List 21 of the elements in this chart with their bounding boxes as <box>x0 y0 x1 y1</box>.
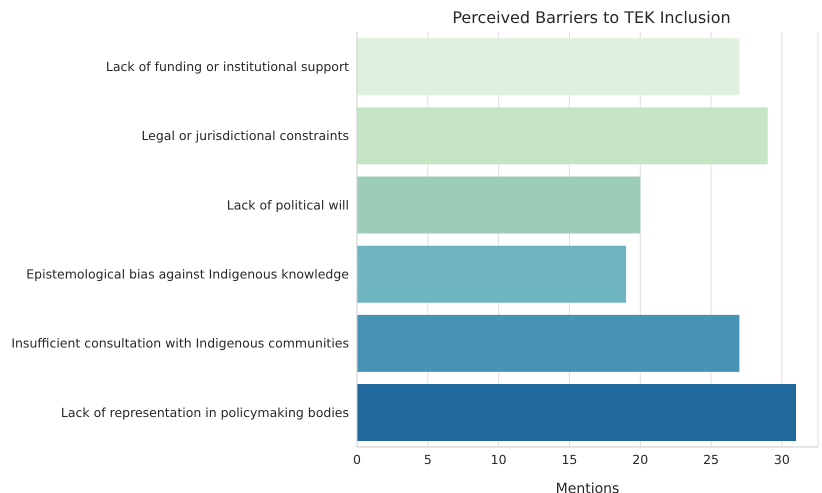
y-tick-label: Lack of representation in policymaking bodies <box>60 404 349 420</box>
x-tick-label: 20 <box>632 452 648 467</box>
bar <box>357 107 768 164</box>
bar <box>357 314 740 372</box>
x-tick-label: 10 <box>490 452 507 467</box>
x-tick-label: 5 <box>424 452 432 467</box>
bar <box>357 384 796 442</box>
y-tick-label: Lack of funding or institutional support <box>106 59 350 74</box>
bar <box>357 176 640 234</box>
x-axis-title: Mentions <box>556 481 620 493</box>
y-tick-label: Legal or jurisdictional constraints <box>141 128 349 144</box>
y-tick-label: Insufficient consultation with Indigenous communities <box>11 336 349 351</box>
bar <box>357 246 626 303</box>
x-tick-label: 30 <box>774 452 790 467</box>
y-tick-label: Lack of political will <box>226 197 349 212</box>
y-tick-label: Epistemological bias against Indigenous knowledge <box>26 266 350 282</box>
bar <box>357 38 740 96</box>
x-tick-label: 15 <box>561 452 578 467</box>
x-tick-label: 0 <box>353 452 362 467</box>
x-tick-label: 25 <box>703 452 720 467</box>
chart-title: Perceived Barriers to TEK Inclusion <box>451 8 732 27</box>
